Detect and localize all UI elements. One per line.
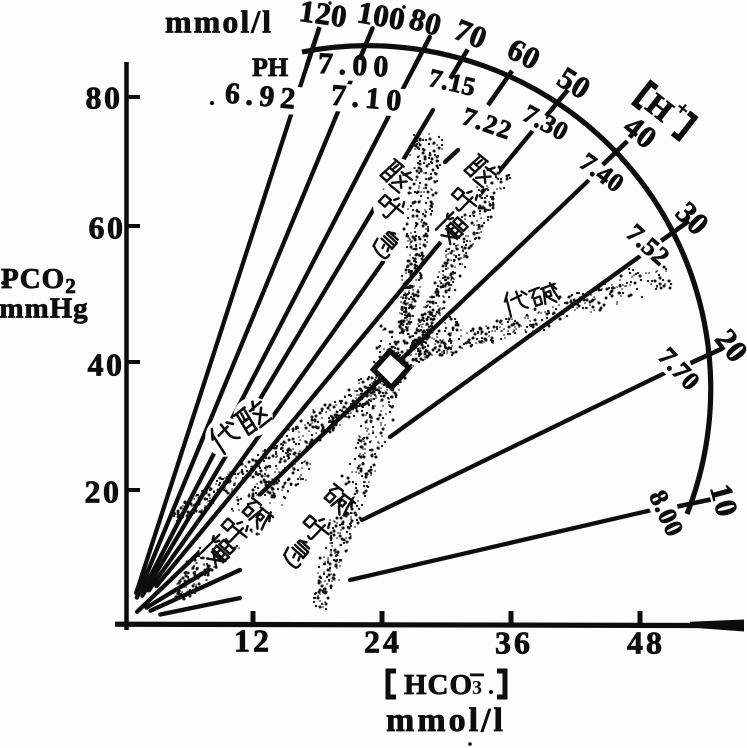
svg-text:12: 12 [234, 622, 272, 658]
svg-text:40: 40 [88, 346, 125, 382]
svg-text:80: 80 [406, 1, 446, 43]
svg-text:36: 36 [495, 624, 533, 660]
svg-text:20: 20 [85, 473, 122, 509]
svg-text:PCO2: PCO2 [1, 263, 77, 298]
svg-text:7.00: 7.00 [317, 47, 395, 84]
svg-text:120: 120 [297, 0, 349, 34]
svg-text:6.92: 6.92 [224, 77, 303, 117]
svg-text:7.10: 7.10 [330, 79, 409, 119]
svg-text:mmol/l: mmol/l [165, 3, 273, 39]
svg-text:3: 3 [472, 677, 482, 699]
svg-text:48: 48 [627, 624, 665, 660]
svg-text:HCO: HCO [404, 669, 473, 701]
svg-text:mmHg: mmHg [0, 293, 89, 325]
svg-text:24: 24 [364, 623, 402, 659]
svg-text:mmol/l: mmol/l [386, 702, 506, 739]
svg-text:80: 80 [86, 79, 123, 115]
svg-text:60: 60 [89, 209, 126, 245]
svg-text:PH: PH [252, 53, 288, 82]
